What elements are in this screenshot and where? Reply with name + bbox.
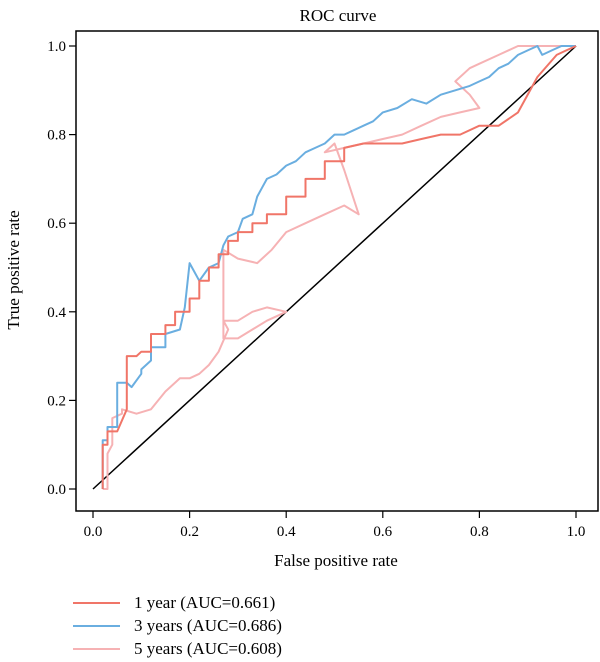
series-line-2: [101, 45, 576, 489]
y-tick-label: 0.4: [47, 305, 66, 321]
y-tick-label: 0.0: [47, 482, 66, 498]
legend-label: 5 years (AUC=0.608): [134, 639, 282, 658]
x-tick-label: 0.8: [470, 524, 489, 540]
y-tick-label: 1.0: [47, 39, 66, 55]
y-tick-label: 0.2: [47, 393, 66, 409]
series-line-3: [102, 45, 576, 490]
y-tick-label: 0.6: [47, 216, 66, 232]
legend: 1 year (AUC=0.661) 3 years (AUC=0.686) 5 y…: [73, 593, 282, 658]
series-layer: [101, 45, 577, 490]
legend-label: 1 year (AUC=0.661): [134, 593, 275, 612]
x-axis: 0.0 0.2 0.4 0.6 0.8 1.0: [84, 511, 586, 540]
chart-title: ROC curve: [300, 6, 377, 25]
y-axis: 0.0 0.2 0.4 0.6 0.8 1.0: [47, 39, 76, 498]
x-tick-label: 0.0: [84, 524, 103, 540]
legend-label: 3 years (AUC=0.686): [134, 616, 282, 635]
plot-frame: [75, 30, 599, 512]
series-line-1: [101, 45, 577, 489]
x-tick-label: 0.2: [180, 524, 199, 540]
x-axis-label: False positive rate: [274, 551, 398, 570]
x-tick-label: 0.4: [277, 524, 296, 540]
reference-diagonal-line: [92, 45, 577, 490]
y-tick-label: 0.8: [47, 128, 66, 144]
x-tick-label: 0.6: [373, 524, 392, 540]
y-axis-label: True positive rate: [4, 210, 23, 329]
x-tick-label: 1.0: [567, 524, 586, 540]
